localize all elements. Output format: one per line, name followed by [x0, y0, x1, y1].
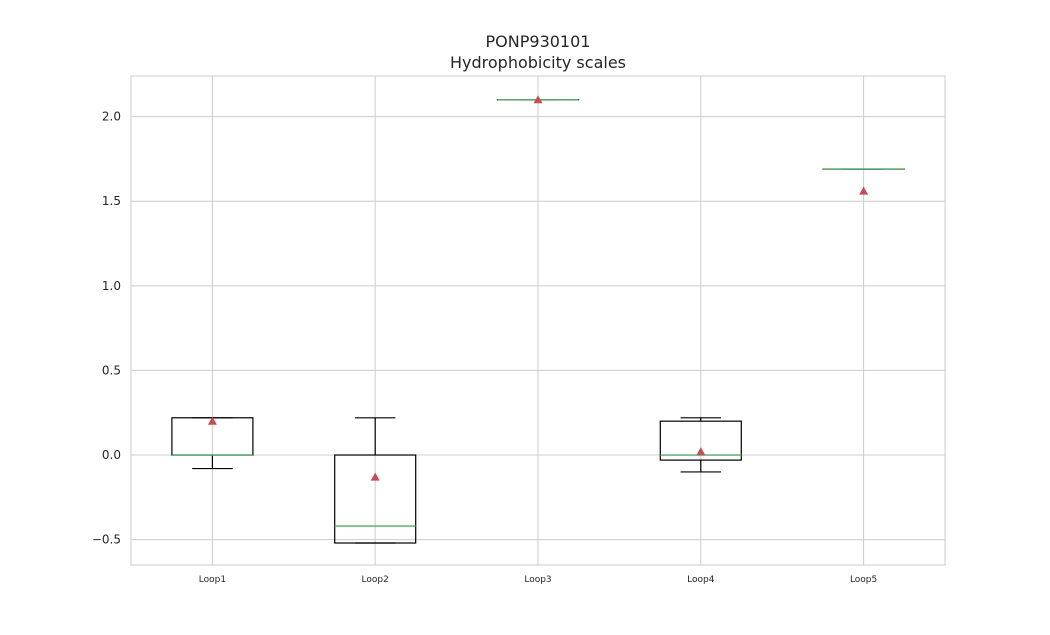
- chart-subtitle: Hydrophobicity scales: [450, 53, 626, 72]
- box-loop1: [171, 416, 254, 470]
- box-loop5: [822, 168, 905, 195]
- box-body: [334, 454, 417, 544]
- y-tick-label: 2.0: [102, 110, 121, 124]
- x-tick-label: Loop1: [199, 575, 226, 585]
- x-tick-label: Loop2: [362, 575, 389, 585]
- box-loop2: [334, 417, 417, 544]
- mean-marker: [207, 416, 217, 425]
- x-tick-label: Loop4: [687, 575, 715, 585]
- x-tick-label: Loop3: [524, 575, 551, 585]
- y-tick-label: 0.5: [102, 363, 121, 377]
- box-loop4: [659, 417, 742, 473]
- mean-marker: [370, 472, 380, 481]
- mean-marker: [533, 95, 543, 104]
- boxes: [171, 95, 905, 544]
- y-tick-label: 1.5: [102, 194, 121, 208]
- y-tick-label: 1.0: [102, 279, 121, 293]
- box-body: [659, 420, 742, 461]
- mean-marker: [696, 447, 706, 456]
- chart-title: PONP930101: [486, 32, 591, 51]
- tick-labels: −0.5 0.0 0.5 1.0 1.5 2.0 Loop1 Loop2 Loop3 Loop4 L…: [92, 110, 877, 585]
- plot-frame: [130, 75, 946, 566]
- x-tick-label: Loop5: [850, 575, 877, 585]
- grid-lines: [131, 76, 945, 565]
- y-tick-label: 0.0: [102, 448, 121, 462]
- y-tick-label: −0.5: [92, 533, 121, 547]
- mean-marker: [859, 186, 869, 195]
- box-loop3: [496, 95, 580, 104]
